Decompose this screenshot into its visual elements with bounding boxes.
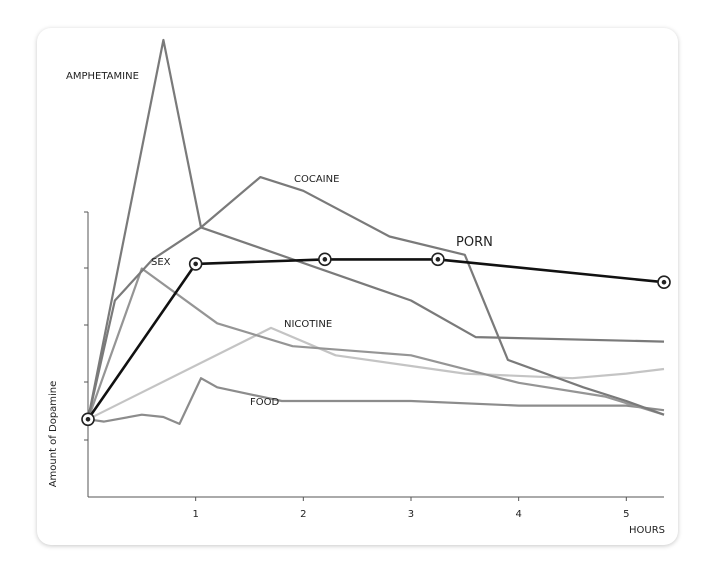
x-tick-label: 5 bbox=[623, 509, 629, 520]
x-tick-label: 4 bbox=[515, 509, 521, 520]
series-label-porn: PORN bbox=[456, 235, 493, 250]
series-label-food: FOOD bbox=[250, 397, 279, 408]
series-line-cocaine bbox=[86, 176, 665, 420]
series-line-sex bbox=[86, 267, 665, 420]
data-point-marker-dot bbox=[193, 261, 198, 267]
chart-card bbox=[37, 28, 678, 545]
series-label-sex: SEX bbox=[151, 257, 171, 268]
series-label-amphetamine: AMPHETAMINE bbox=[66, 71, 139, 82]
x-tick-label: 2 bbox=[300, 509, 306, 520]
series-lines bbox=[86, 38, 665, 425]
series-label-nicotine: NICOTINE bbox=[284, 319, 332, 330]
porn-markers bbox=[81, 252, 671, 427]
series-line-food bbox=[87, 377, 665, 425]
x-tick-label: 3 bbox=[408, 509, 414, 520]
data-point-marker-dot bbox=[661, 279, 667, 285]
series-line-amphetamine bbox=[86, 38, 665, 420]
series-labels: AMPHETAMINE COCAINE PORN SEX NICOTINE FOOD bbox=[66, 71, 493, 408]
x-tick-label: 1 bbox=[192, 509, 198, 520]
series-label-cocaine: COCAINE bbox=[294, 174, 339, 185]
data-point-marker-dot bbox=[322, 257, 328, 262]
series-line-nicotine bbox=[87, 326, 665, 421]
data-point-marker-dot bbox=[435, 257, 441, 262]
x-axis-title: HOURS bbox=[629, 525, 665, 536]
data-point-marker-dot bbox=[85, 417, 91, 422]
axes: 1 2 3 4 5 bbox=[84, 211, 664, 520]
y-axis-title: Amount of Dopamine bbox=[48, 381, 59, 488]
